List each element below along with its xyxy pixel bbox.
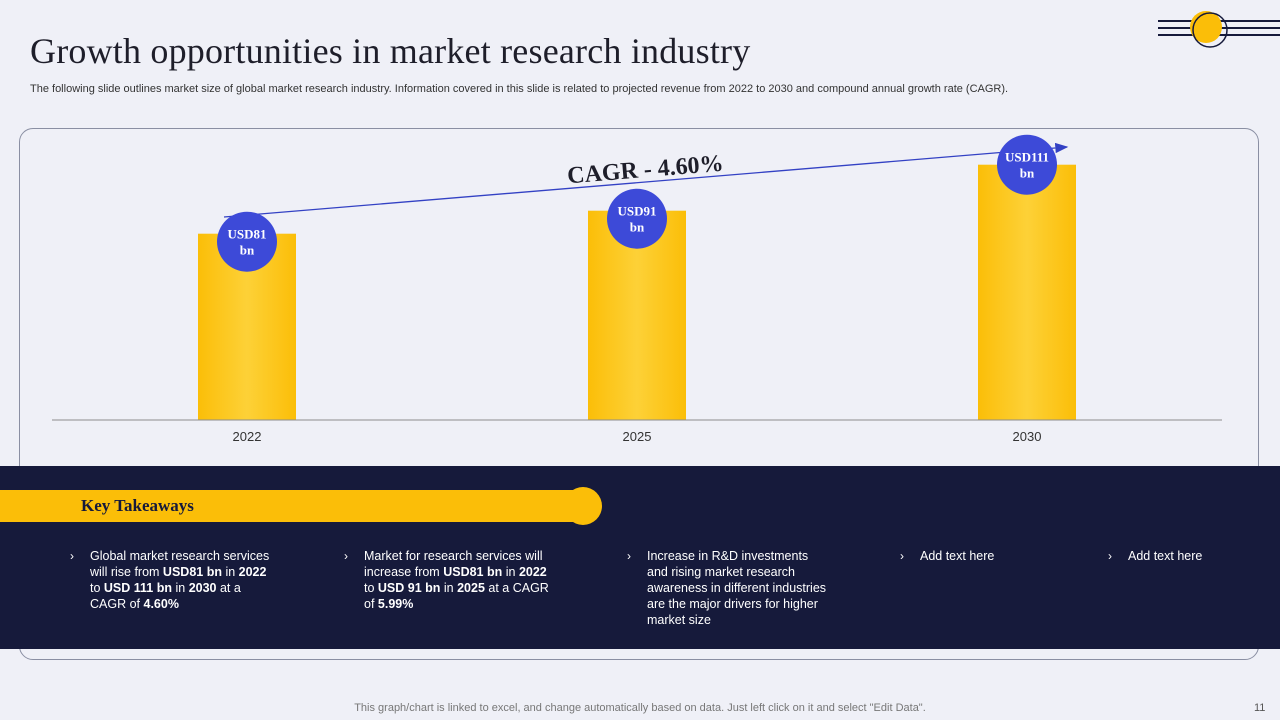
value-badge (607, 188, 667, 249)
key-takeaways-banner-cap (564, 487, 602, 525)
takeaway-text: Increase in R&D investments and rising m… (647, 549, 827, 627)
chevron-right-icon: › (900, 549, 904, 563)
takeaway-text: Global market research services will ris… (90, 549, 270, 611)
chevron-right-icon: › (1108, 549, 1112, 563)
takeaway-text: Market for research services will increa… (364, 549, 549, 611)
value-label: USD111 (1005, 150, 1049, 165)
x-tick-label: 2022 (233, 429, 262, 444)
value-label: USD91 (617, 204, 656, 219)
market-size-bar-chart: 2022 2025 2030 CAGR - 4.60% USD81bnUSD91bn… (52, 134, 1222, 444)
value-label: USD81 (227, 227, 266, 242)
x-tick-label: 2030 (1013, 429, 1042, 444)
takeaway-text: Add text here (920, 549, 995, 563)
bar-2030 (978, 164, 1076, 420)
key-takeaways-heading: Key Takeaways (81, 496, 194, 515)
chevron-right-icon: › (70, 549, 74, 563)
takeaway-text: Add text here (1128, 549, 1203, 563)
value-badge (997, 134, 1057, 195)
cagr-trend-arrow (223, 142, 1069, 218)
page-number: 11 (1254, 702, 1266, 714)
key-takeaways-banner (0, 490, 585, 522)
slide-title: Growth opportunities in market research … (30, 31, 751, 71)
decorative-logo-icon (1158, 11, 1280, 48)
value-badge (217, 211, 277, 272)
value-unit-label: bn (630, 220, 645, 235)
chevron-right-icon: › (627, 549, 631, 563)
key-takeaways-panel: Key Takeaways › Global market research s… (0, 466, 1280, 649)
slide-subtitle: The following slide outlines market size… (30, 83, 1009, 95)
value-unit-label: bn (1020, 166, 1035, 181)
value-unit-label: bn (240, 243, 255, 258)
cagr-annotation: CAGR - 4.60% (566, 151, 724, 190)
footer-note: This graph/chart is linked to excel, and… (354, 702, 926, 714)
chevron-right-icon: › (344, 549, 348, 563)
x-tick-label: 2025 (623, 429, 652, 444)
